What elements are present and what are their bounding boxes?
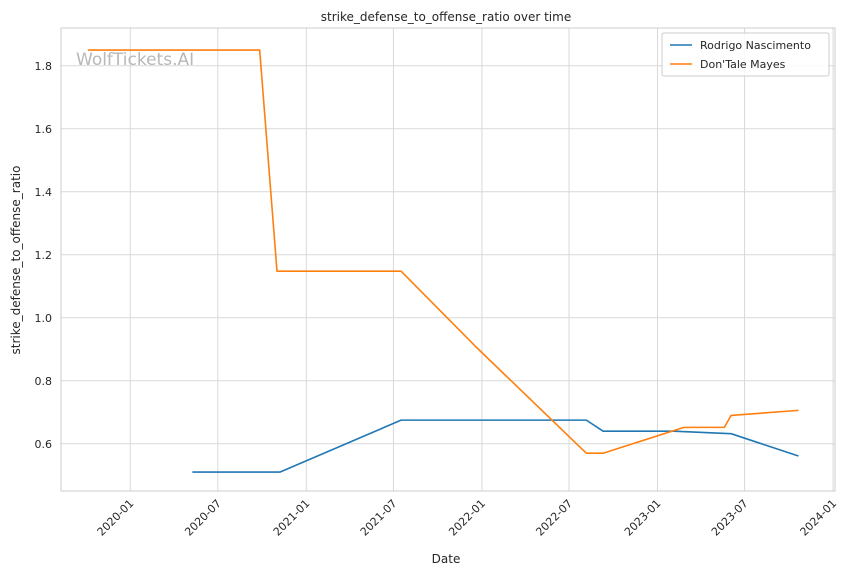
- y-tick-label: 1.6: [35, 123, 53, 136]
- watermark-text: WolfTickets.AI: [76, 50, 194, 70]
- chart-title: strike_defense_to_offense_ratio over tim…: [321, 10, 571, 24]
- y-axis-title: strike_defense_to_offense_ratio: [9, 166, 23, 355]
- series-layer: [87, 49, 799, 473]
- legend-box: [661, 32, 830, 77]
- legend: Rodrigo Nascimento Don'Tale Mayes: [661, 32, 830, 77]
- x-axis-title: Date: [432, 552, 461, 566]
- legend-label-dontale-mayes: Don'Tale Mayes: [700, 58, 786, 71]
- series-line-don-tale-mayes: [87, 49, 799, 455]
- legend-label-rodrigo-nascimento: Rodrigo Nascimento: [700, 39, 811, 52]
- series-line-rodrigo-nascimento: [192, 419, 799, 473]
- plot-frame: [60, 27, 836, 492]
- y-tick-label: 1.4: [35, 186, 53, 199]
- y-tick-label: 0.8: [35, 375, 53, 388]
- y-tick-label: 1.2: [35, 249, 53, 262]
- y-tick-label: 0.6: [35, 438, 53, 451]
- y-tick-label: 1.0: [35, 312, 53, 325]
- y-tick-label: 1.8: [35, 60, 53, 73]
- grid-layer: [61, 28, 835, 491]
